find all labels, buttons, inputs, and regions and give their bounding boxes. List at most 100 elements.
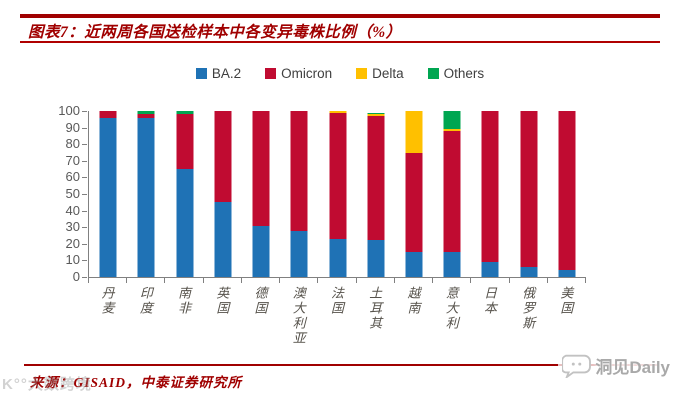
x-category-text: 俄罗斯 [520,286,536,331]
figure-title: 图表7：近两周各国送检样本中各变异毒株比例（%） [28,24,402,41]
stacked-bar [290,111,308,277]
y-tick-label: 30 [65,219,80,235]
y-tick-label: 50 [65,186,80,201]
x-category-text: 德国 [252,286,268,316]
x-category-text: 英国 [214,286,230,316]
stacked-bar [214,111,232,277]
legend-item-omicron: Omicron [265,66,332,81]
bar-column [510,111,548,277]
x-category-text: 越南 [405,286,421,316]
y-tick-label: 20 [65,235,80,251]
x-tick-mark [202,278,204,283]
bar-segment-omicron [405,152,423,253]
bar-segment-ba2 [520,267,538,277]
legend-label: Others [443,66,485,81]
watermark-right-label: 洞见Daily [595,357,670,377]
bar-segment-ba2 [481,262,499,277]
x-category-label: 意大利 [432,286,470,346]
legend: BA.2 Omicron Delta Others [0,66,680,81]
stacked-bar [137,111,155,277]
bar-segment-omicron [99,111,117,118]
x-category-label: 澳大利亚 [279,286,317,346]
x-category-label: 俄罗斯 [509,286,547,346]
x-tick-mark [546,278,548,283]
bar-column [357,111,395,277]
legend-swatch-icon [427,68,439,79]
y-axis-ticks [82,111,88,278]
x-tick-mark [508,278,510,283]
x-tick-mark [164,278,166,283]
x-axis-ticks [88,278,586,284]
x-category-label: 英国 [203,286,241,346]
legend-label: Delta [372,66,404,81]
bar-segment-omicron [137,114,155,118]
bar-segment-delta [367,114,385,116]
x-axis-labels: 丹麦 印度 南非 英国 德国 澳大利亚 法国 土耳其 越南 意大利 日本 俄罗斯 美国 [88,286,585,346]
y-tick-label: 10 [65,252,80,268]
x-tick-mark [470,278,472,283]
legend-item-ba2: BA.2 [195,66,242,81]
y-tick-mark [82,227,87,229]
y-tick-label: 100 [58,103,80,118]
bar-segment-omicron [558,111,576,271]
bottom-rule [24,364,658,366]
y-tick-mark [82,111,87,112]
y-tick-label: 60 [65,169,80,185]
y-tick-mark [82,160,87,162]
legend-swatch-icon [265,68,277,79]
x-category-label: 南非 [164,286,202,346]
stacked-bar [405,111,423,277]
stacked-bar [252,111,270,277]
x-tick-mark [393,278,395,283]
bar-segment-ba2 [214,202,232,277]
bar-segment-omicron [214,111,232,203]
x-category-text: 意大利 [443,286,459,331]
top-rule [20,14,660,18]
bar-column [318,111,356,277]
y-tick-mark [82,260,87,262]
x-category-label: 印度 [126,286,164,346]
x-tick-mark [240,278,242,283]
legend-item-delta: Delta [356,66,404,81]
y-tick-mark [82,127,87,129]
bar-segment-ba2 [558,270,576,277]
bar-column [89,111,127,277]
bar-segment-ba2 [99,117,117,277]
x-category-text: 丹麦 [99,286,115,316]
y-tick-mark [82,194,87,195]
source-note: 来源：GISAID，中泰证券研究所 [30,375,243,390]
bar-column [395,111,433,277]
y-tick-label: 40 [65,202,80,218]
stacked-bar [520,111,538,277]
bar-segment-omicron [481,111,499,263]
bar-column [433,111,471,277]
bar-segment-ba2 [329,238,347,277]
bar-segment-omicron [176,114,194,170]
x-category-text: 土耳其 [367,286,383,331]
y-tick-mark [82,177,87,179]
bar-column [280,111,318,277]
stacked-bar [329,111,347,277]
bar-segment-ba2 [405,252,423,277]
legend-label: BA.2 [211,66,242,81]
legend-swatch-icon [356,68,368,79]
bar-column [242,111,280,277]
y-tick-label: 80 [65,136,80,152]
bar-segment-delta [329,111,347,113]
stacked-bar [99,111,117,277]
stacked-bar [481,111,499,277]
x-category-label: 丹麦 [88,286,126,346]
bar-segment-omicron [367,115,385,241]
x-tick-mark [317,278,319,283]
bar-column [204,111,242,277]
stacked-bar [558,111,576,277]
x-category-text: 法国 [329,286,345,316]
legend-item-others: Others [427,66,485,81]
x-category-text: 印度 [137,286,153,316]
bar-column [548,111,586,277]
bar-segment-delta [405,111,423,153]
watermark-left: K°°大数跨境 [2,376,92,393]
x-category-text: 南非 [176,286,192,316]
stacked-bar [176,111,194,277]
bar-segment-ba2 [176,169,194,277]
